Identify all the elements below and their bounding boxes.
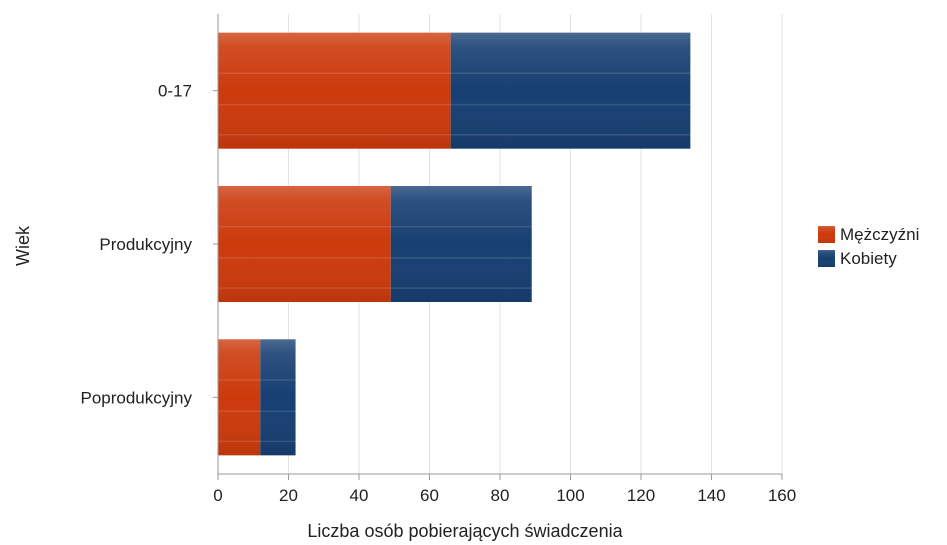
x-tick-label: 140 — [697, 486, 725, 505]
x-tick-label: 60 — [420, 486, 439, 505]
x-tick-label: 100 — [556, 486, 584, 505]
y-axis-title: Wiek — [13, 225, 33, 266]
x-tick-label: 20 — [279, 486, 298, 505]
bar-segment-shading — [218, 32, 451, 149]
x-tick-label: 80 — [491, 486, 510, 505]
legend-label: Mężczyźni — [840, 225, 919, 244]
legend: Mężczyźni Kobiety — [818, 225, 919, 268]
bar-segment-shading — [218, 186, 391, 302]
x-tick-label: 160 — [768, 486, 796, 505]
legend-swatch-shading — [818, 250, 835, 267]
legend-swatch-shading — [818, 226, 835, 243]
axes — [213, 14, 783, 480]
x-tick-label: 40 — [350, 486, 369, 505]
bar-segment-shading — [218, 339, 261, 456]
y-category-label: Poprodukcyjny — [80, 388, 192, 407]
x-tick-label: 0 — [213, 486, 222, 505]
x-axis-title: Liczba osób pobierających świadczenia — [307, 521, 623, 541]
bar-segment-shading — [390, 186, 532, 302]
y-category-label: 0-17 — [158, 82, 192, 101]
bars — [218, 32, 691, 456]
labels: 0 20 40 60 80 100 120 140 160 0-17 Produkcyjny Popr… — [80, 82, 796, 505]
x-tick-label: 120 — [627, 486, 655, 505]
bar-segment-shading — [450, 32, 691, 149]
bar-segment-shading — [260, 339, 296, 456]
legend-label: Kobiety — [840, 249, 897, 268]
y-category-label: Produkcyjny — [99, 235, 192, 254]
